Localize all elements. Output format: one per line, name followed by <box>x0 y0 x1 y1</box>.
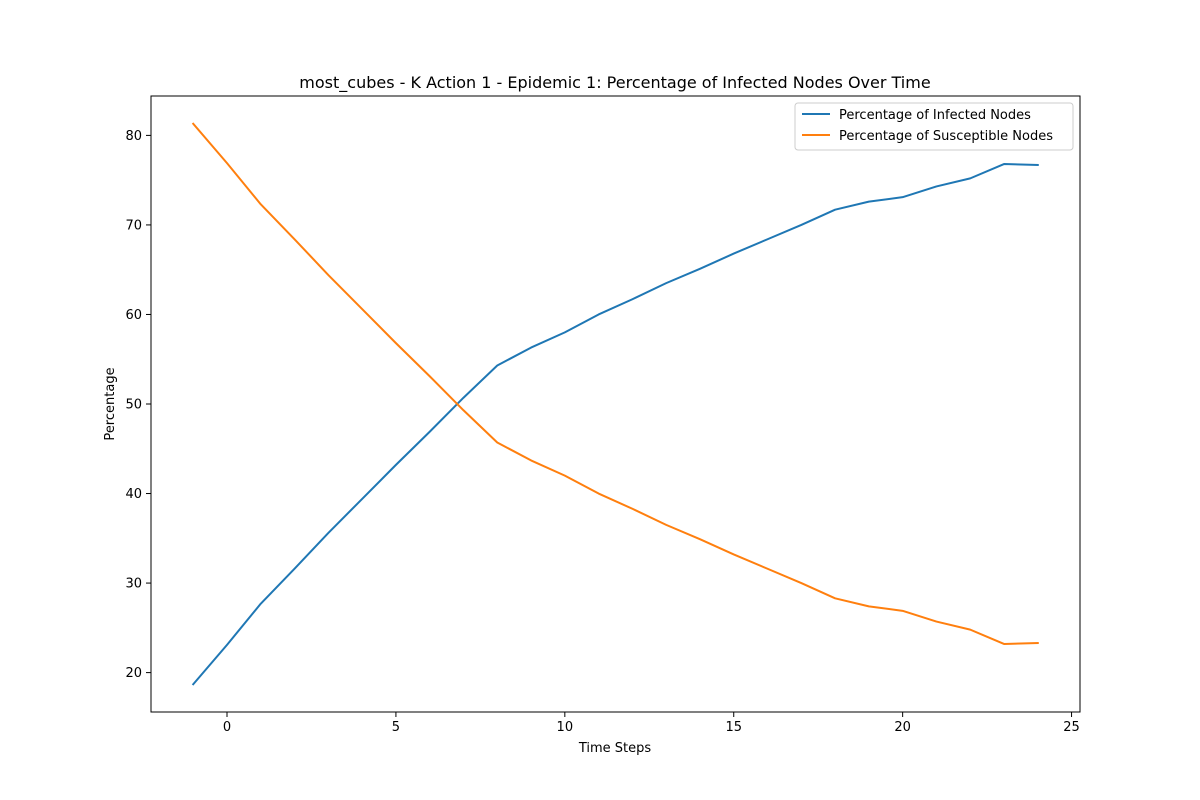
y-tick-label: 20 <box>125 666 142 681</box>
y-tick-label: 60 <box>125 308 142 323</box>
y-tick-label: 70 <box>125 218 142 233</box>
legend-frame <box>794 102 1074 151</box>
x-tick-label: 0 <box>223 720 231 735</box>
x-axis-label: Time Steps <box>578 741 652 756</box>
series-lines <box>191 122 1039 686</box>
legend-label-susceptible: Percentage of Susceptible Nodes <box>839 129 1053 144</box>
legend-label-infected: Percentage of Infected Nodes <box>839 108 1031 123</box>
y-axis-label: Percentage <box>103 367 118 440</box>
y-tick-label: 50 <box>125 398 142 413</box>
plot-frame <box>150 95 1081 713</box>
legend: Percentage of Infected Nodes Percentage … <box>794 102 1074 151</box>
x-tick-label: 10 <box>557 720 574 735</box>
y-tick-label: 80 <box>125 129 142 144</box>
series-line-infected <box>191 163 1039 686</box>
series-line-susceptible <box>191 122 1039 645</box>
x-tick-label: 15 <box>725 720 742 735</box>
y-axis-ticks: 20 30 40 50 60 70 80 <box>125 129 151 681</box>
y-tick-label: 40 <box>125 487 142 502</box>
chart-title: most_cubes - K Action 1 - Epidemic 1: Pe… <box>299 73 930 93</box>
x-tick-label: 20 <box>894 720 911 735</box>
x-tick-label: 25 <box>1063 720 1080 735</box>
x-tick-label: 5 <box>392 720 400 735</box>
x-axis-ticks: 0 5 10 15 20 25 <box>223 712 1080 735</box>
plot-area <box>151 96 1080 712</box>
plot-background <box>151 96 1080 712</box>
y-tick-label: 30 <box>125 577 142 592</box>
